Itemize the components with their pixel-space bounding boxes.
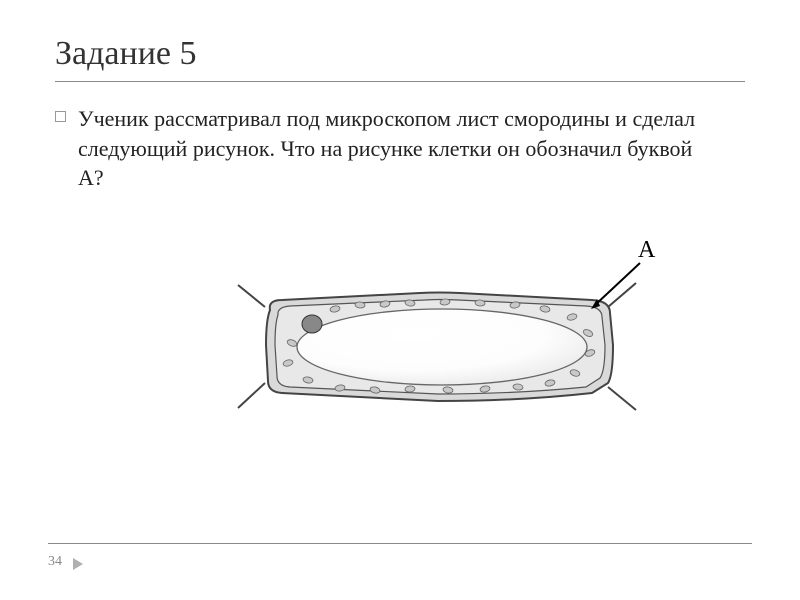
bullet-icon [55, 111, 66, 122]
nav-arrow-icon[interactable] [70, 556, 86, 572]
label-a: А [638, 237, 655, 264]
nucleus [302, 315, 322, 333]
slide-title: Задание 5 [55, 35, 745, 73]
title-underline [55, 81, 745, 82]
question-text: Ученик рассматривал под микроскопом лист… [78, 104, 698, 193]
cell-svg [220, 245, 670, 445]
page-number: 34 [48, 554, 62, 570]
cell-diagram: А [220, 245, 670, 445]
vacuole [297, 309, 587, 385]
question-row: Ученик рассматривал под микроскопом лист… [55, 104, 745, 193]
bottom-divider [48, 543, 752, 544]
